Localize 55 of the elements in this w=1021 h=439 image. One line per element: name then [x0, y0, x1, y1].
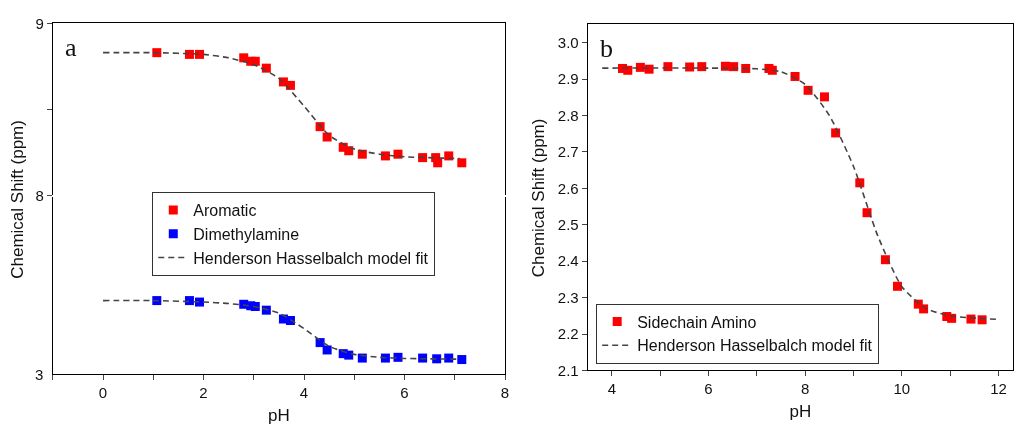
point — [285, 80, 295, 90]
y-tick-label: 2.6 — [557, 179, 579, 197]
x-tick-label: 2 — [199, 384, 208, 402]
text: 3 — [35, 366, 44, 383]
point — [184, 49, 194, 59]
point — [250, 56, 260, 66]
point — [322, 132, 332, 142]
y-tick-label: 2.1 — [557, 361, 579, 379]
legend-label: Sidechain Amino — [637, 313, 757, 331]
annotation: b — [600, 34, 613, 63]
point — [457, 355, 467, 365]
y-tick-label: 2.2 — [557, 325, 579, 343]
y-tick-label: 2.9 — [557, 70, 579, 88]
x-tick-label: 4 — [299, 384, 309, 402]
y-tick-label: 3.0 — [557, 33, 579, 51]
y-tick-label: 2.3 — [557, 288, 579, 306]
legend-label: Dimethylamine — [193, 225, 300, 243]
legend-label: Henderson Hasselbalch model fit — [637, 337, 873, 355]
legend-label: Aromatic — [193, 202, 257, 220]
y-axis-title: Chemical Shift (ppm) — [529, 118, 549, 278]
x-tick-label: 8 — [500, 384, 510, 402]
point — [893, 281, 902, 291]
x-tick-label: 0 — [98, 384, 108, 402]
y-tick-label: 2.8 — [557, 106, 579, 124]
x-tick-label: 12 — [990, 380, 1007, 398]
point — [457, 158, 467, 168]
point — [380, 151, 390, 161]
y-tick-label: 2.5 — [557, 215, 579, 233]
point — [803, 85, 813, 95]
x-tick-label: 8 — [801, 380, 810, 398]
x-tick-label: 4 — [607, 380, 617, 398]
y-tick-label: 9 — [35, 14, 44, 32]
point — [380, 353, 390, 363]
point — [977, 315, 987, 325]
point — [152, 296, 162, 306]
point — [344, 146, 354, 156]
y-axis-title: Chemical Shift (ppm) — [8, 120, 28, 279]
point — [393, 352, 403, 362]
x-tick-label: 10 — [893, 380, 911, 398]
point — [741, 63, 751, 73]
point — [433, 158, 443, 168]
point — [820, 92, 830, 102]
x-tick-label: 6 — [704, 380, 713, 398]
x-axis-title: pH — [789, 401, 812, 421]
point — [184, 296, 194, 306]
point — [315, 122, 325, 132]
y-tick-label: 2.7 — [557, 143, 579, 161]
x-tick-label: 6 — [400, 384, 409, 402]
legend-label: Henderson Hasselbalch model fit — [193, 249, 429, 267]
point — [322, 345, 332, 355]
y-tick-label: 2.4 — [557, 252, 579, 270]
point — [418, 153, 428, 163]
point — [393, 149, 403, 159]
annotation: a — [65, 33, 77, 62]
x-axis-title: pH — [268, 405, 290, 425]
